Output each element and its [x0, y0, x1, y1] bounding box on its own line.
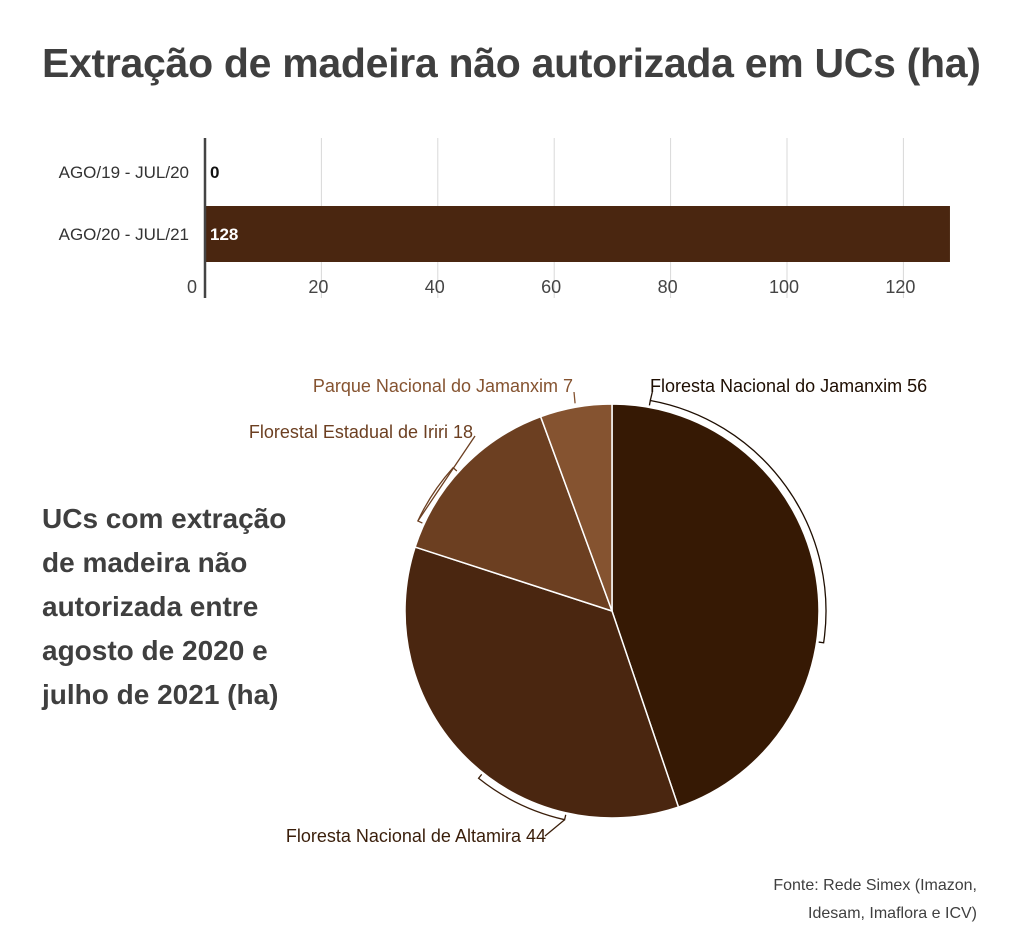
- y-category-label: AGO/20 - JUL/21: [59, 225, 189, 244]
- callout-leader: [573, 391, 576, 404]
- x-tick-label: 0: [187, 277, 197, 297]
- bar-value-label: 128: [210, 225, 238, 244]
- x-tick-label: 60: [541, 277, 561, 297]
- callout-leader: [544, 819, 566, 837]
- pie-slice: [414, 415, 614, 613]
- pie-slice: [539, 403, 613, 612]
- x-tick-label: 20: [308, 277, 328, 297]
- pie-slice-label: Parque Nacional do Jamanxim 7: [313, 376, 573, 396]
- source-line-1: Fonte: Rede Simex (Imazon,: [773, 877, 977, 894]
- pie-slice: [611, 403, 820, 809]
- pie-chart-title: UCs com extração de madeira não autoriza…: [42, 503, 287, 710]
- callout-bracket: [416, 466, 458, 524]
- x-tick-label: 100: [769, 277, 799, 297]
- pie-slice-label: Floresta Nacional de Altamira 44: [286, 826, 546, 846]
- bar-value-label: 0: [210, 163, 219, 182]
- y-category-label: AGO/19 - JUL/20: [59, 163, 189, 182]
- source-line-2: Idesam, Imaflora e ICV): [808, 905, 977, 922]
- pie-slice-label: Floresta Nacional do Jamanxim 56: [650, 376, 927, 396]
- source-note: Fonte: Rede Simex (Imazon, Idesam, Imafl…: [773, 872, 977, 928]
- callout-leader: [417, 435, 476, 522]
- x-tick-label: 120: [885, 277, 915, 297]
- x-tick-label: 80: [658, 277, 678, 297]
- pie-slice: [404, 546, 680, 819]
- callout-bracket: [648, 399, 827, 644]
- callout-leader: [649, 391, 653, 401]
- bar-chart: 0 20 40 60 80 100 120 AGO/19 - JUL/20 0 AGO/20 - …: [59, 138, 950, 298]
- callout-bracket: [477, 773, 567, 821]
- bar: [205, 206, 950, 262]
- chart-title: Extração de madeira não autorizada em UC…: [42, 40, 981, 86]
- x-tick-label: 40: [425, 277, 445, 297]
- pie-slice-label: Florestal Estadual de Iriri 18: [249, 422, 473, 442]
